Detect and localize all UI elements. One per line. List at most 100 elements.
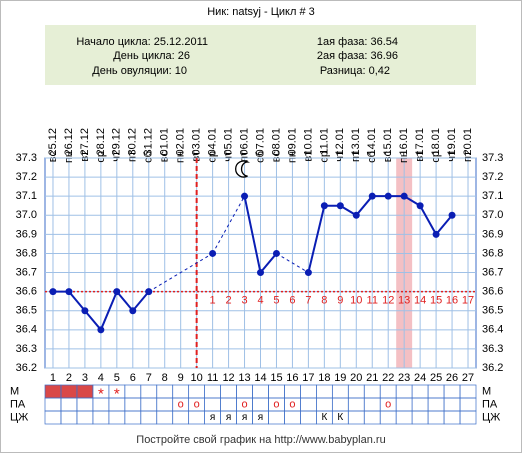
row-mark: о xyxy=(289,398,295,410)
x-tick-label: 18 xyxy=(318,372,330,384)
phase-day-label: 9 xyxy=(337,295,343,307)
x-tick-label: 24 xyxy=(414,372,426,384)
weekday-label: пн xyxy=(398,151,410,163)
phase-day-label: 4 xyxy=(257,295,263,307)
weekday-label: пн xyxy=(175,151,187,163)
date-label: 10.01 xyxy=(302,128,314,156)
date-label: 05.01 xyxy=(222,128,234,156)
x-tick-label: 9 xyxy=(178,372,184,384)
y-tick-label-right: 36.3 xyxy=(482,343,503,355)
weekday-label: вт xyxy=(191,151,203,162)
x-tick-label: 6 xyxy=(130,372,136,384)
date-label: 18.01 xyxy=(430,128,442,156)
footer: Постройте свой график на http://www.baby… xyxy=(136,434,385,446)
x-tick-label: 10 xyxy=(191,372,203,384)
phase-day-label: 8 xyxy=(321,295,327,307)
weekday-label: вс xyxy=(270,151,282,163)
x-tick-label: 14 xyxy=(254,372,266,384)
date-label: 20.01 xyxy=(462,128,474,156)
date-label: 03.01 xyxy=(191,128,203,156)
y-tick-label: 36.6 xyxy=(16,286,37,298)
x-tick-label: 20 xyxy=(350,372,362,384)
row-mark: о xyxy=(273,398,279,410)
temp-point xyxy=(320,202,328,210)
row-mark: К xyxy=(321,412,327,423)
row-label: М xyxy=(10,385,19,397)
date-label: 17.01 xyxy=(414,128,426,156)
y-tick-label: 37.0 xyxy=(16,209,37,221)
temp-point xyxy=(65,288,73,296)
temp-point xyxy=(272,249,280,257)
menstruation-cell xyxy=(45,385,61,398)
date-label: 08.01 xyxy=(270,128,282,156)
row-label-right: ЦЖ xyxy=(482,411,500,423)
row-label-right: ПА xyxy=(482,398,498,410)
date-label: 01.01 xyxy=(159,128,171,156)
phase-day-label: 13 xyxy=(398,295,410,307)
phase-day-label: 11 xyxy=(367,295,378,307)
y-tick-label: 36.2 xyxy=(16,362,37,374)
date-label: 29.12 xyxy=(111,128,123,156)
x-tick-label: 15 xyxy=(270,372,282,384)
menstruation-cell xyxy=(60,385,77,398)
info-box xyxy=(45,25,476,85)
phase1: 1ая фаза: 36.54 xyxy=(317,36,398,48)
x-tick-label: 13 xyxy=(238,372,250,384)
y-tick-label: 36.3 xyxy=(16,343,37,355)
weekday-label: пн xyxy=(286,151,298,163)
x-tick-label: 4 xyxy=(98,372,104,384)
weekday-label: сб xyxy=(143,151,155,163)
temp-point xyxy=(81,307,89,315)
phase-day-label: 12 xyxy=(382,295,394,307)
temp-point xyxy=(113,288,121,296)
weekday-label: ср xyxy=(318,151,330,163)
x-tick-label: 19 xyxy=(334,372,346,384)
phase-day-label: 16 xyxy=(446,295,458,307)
phase2: 2ая фаза: 36.96 xyxy=(317,50,398,62)
y-tick-label-right: 36.2 xyxy=(482,362,503,374)
x-tick-label: 5 xyxy=(114,372,120,384)
weekday-label: вт xyxy=(79,151,91,162)
date-label: 02.01 xyxy=(175,128,187,156)
row-mark: о xyxy=(385,398,391,410)
y-tick-label-right: 36.5 xyxy=(482,305,503,317)
date-label: 31.12 xyxy=(143,128,155,156)
x-tick-label: 27 xyxy=(462,372,474,384)
phase-day-label: 15 xyxy=(430,295,442,307)
date-label: 13.01 xyxy=(350,128,362,156)
x-tick-label: 11 xyxy=(207,372,218,384)
weekday-label: ср xyxy=(207,151,219,163)
y-tick-label: 36.8 xyxy=(16,247,37,259)
date-label: 06.01 xyxy=(238,128,250,156)
row-mark: * xyxy=(114,385,120,402)
x-tick-label: 1 xyxy=(50,372,56,384)
temp-point xyxy=(97,326,105,334)
weekday-label: чт xyxy=(334,151,346,162)
weekday-label: чт xyxy=(111,151,123,162)
phase-day-label: 17 xyxy=(462,295,474,307)
difference: Разница: 0,42 xyxy=(320,65,390,77)
date-label: 30.12 xyxy=(127,128,139,156)
row-cell xyxy=(459,410,477,425)
menstruation-cell xyxy=(76,385,93,398)
y-tick-label-right: 36.8 xyxy=(482,247,503,259)
date-label: 26.12 xyxy=(63,128,75,156)
phase-day-label: 6 xyxy=(289,295,295,307)
date-label: 09.01 xyxy=(286,128,298,156)
moon-icon xyxy=(235,160,248,178)
temp-point xyxy=(416,202,424,210)
weekday-label: чт xyxy=(446,151,458,162)
row-mark: я xyxy=(242,412,247,423)
weekday-label: вс xyxy=(159,151,171,163)
date-label: 16.01 xyxy=(398,128,410,156)
y-tick-label-right: 37.2 xyxy=(482,171,503,183)
y-tick-label-right: 37.1 xyxy=(482,190,503,202)
y-tick-label-right: 36.7 xyxy=(482,266,503,278)
y-tick-label: 36.9 xyxy=(16,228,37,240)
temp-point xyxy=(129,307,137,315)
y-tick-label-right: 37.0 xyxy=(482,209,503,221)
row-mark: К xyxy=(337,412,343,423)
temp-point xyxy=(400,192,408,200)
date-label: 04.01 xyxy=(207,128,219,156)
row-mark: я xyxy=(210,412,215,423)
